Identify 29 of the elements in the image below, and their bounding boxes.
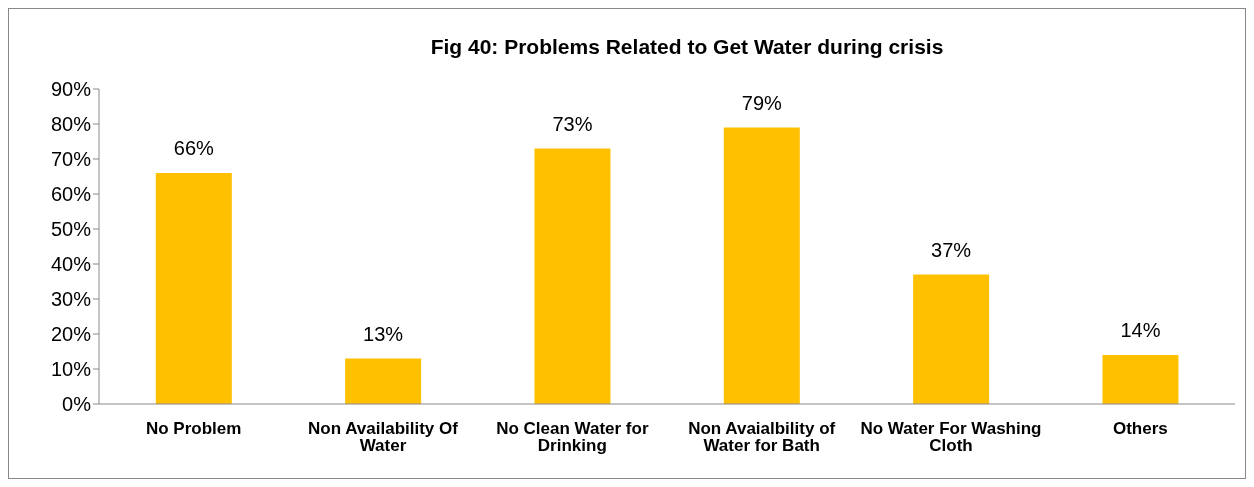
x-tick-label: Non Avaialbility of Water for Bath: [688, 419, 836, 456]
x-tick-label: Others: [1112, 419, 1168, 439]
x-tick-label: No Water For Washing Cloth: [860, 419, 1042, 456]
y-tick-label: 70%: [50, 148, 92, 171]
x-tick-label: No Problem: [145, 419, 242, 439]
data-label: 37%: [931, 238, 972, 261]
data-label: 79%: [741, 91, 783, 114]
y-tick-label: 90%: [50, 78, 92, 101]
y-tick-label: 20%: [50, 323, 92, 346]
bar: [1102, 355, 1179, 404]
data-label: 14%: [1120, 319, 1161, 341]
data-label: 73%: [552, 112, 593, 135]
y-tick-label: 50%: [50, 218, 92, 241]
y-tick-label: 80%: [50, 113, 92, 136]
x-tick-label: Non Availability Of Water: [308, 419, 459, 456]
y-tick-label: 60%: [50, 183, 92, 206]
x-tick-label: No Clean Water for Drinking: [496, 419, 649, 456]
data-label: 13%: [363, 322, 404, 345]
bar: [913, 274, 990, 404]
y-tick-label: 0%: [62, 393, 92, 416]
y-tick-label: 30%: [50, 288, 92, 311]
y-tick-label: 10%: [50, 358, 92, 381]
chart-title: Fig 40: Problems Related to Get Water during crisis: [429, 34, 945, 60]
y-tick-label: 40%: [50, 253, 92, 276]
bar: [345, 358, 422, 404]
bar: [723, 127, 800, 404]
data-label: 66%: [173, 137, 215, 159]
bar: [534, 148, 611, 404]
bar: [155, 173, 232, 404]
